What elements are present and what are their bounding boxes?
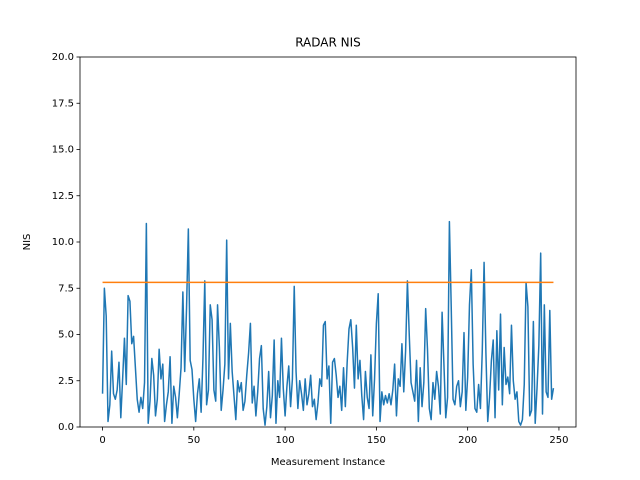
x-tick-label: 200: [458, 435, 477, 446]
x-tick-label: 150: [367, 435, 386, 446]
y-tick-label: 15.0: [52, 145, 74, 156]
y-tick-label: 20.0: [52, 52, 74, 63]
y-tick-label: 17.5: [52, 98, 74, 109]
x-tick-label: 50: [187, 435, 200, 446]
x-tick-label: 250: [549, 435, 568, 446]
x-tick-label: 0: [99, 435, 105, 446]
y-tick-label: 7.5: [58, 283, 74, 294]
y-axis-label: NIS: [22, 234, 33, 251]
y-tick-label: 12.5: [52, 191, 74, 202]
y-tick-label: 10.0: [52, 237, 74, 248]
x-axis-label: Measurement Instance: [271, 457, 385, 468]
y-tick-label: 2.5: [58, 376, 74, 387]
data-line: [101, 220, 555, 426]
y-tick-label: 5.0: [58, 330, 74, 341]
y-tick-label: 0.0: [58, 422, 74, 433]
x-tick-label: 100: [276, 435, 295, 446]
chart-title: RADAR NIS: [295, 36, 361, 50]
